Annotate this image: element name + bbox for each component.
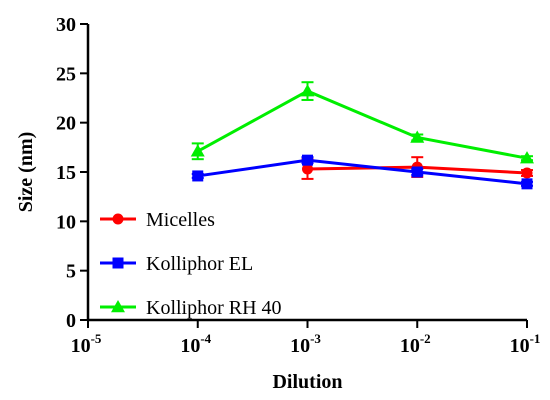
legend-marker xyxy=(111,300,125,313)
legend-marker xyxy=(112,213,124,225)
x-tick-base: 10 xyxy=(400,335,420,357)
x-tick-exponent: -3 xyxy=(310,331,321,346)
x-tick-label: 10-1 xyxy=(510,331,541,357)
y-tick-label: 20 xyxy=(56,113,76,135)
x-tick-base: 10 xyxy=(71,335,91,357)
series-kolliphor-el xyxy=(191,154,533,190)
x-tick-base: 10 xyxy=(290,335,310,357)
x-tick-exponent: -2 xyxy=(420,331,431,346)
x-tick-label: 10-5 xyxy=(71,331,102,357)
legend-label: Kolliphor EL xyxy=(146,253,253,275)
legend-marker xyxy=(112,257,124,269)
data-point xyxy=(410,130,425,143)
data-point xyxy=(520,151,534,164)
x-tick-label: 10-3 xyxy=(290,331,321,357)
x-axis-title: Dilution xyxy=(272,371,342,393)
data-point xyxy=(190,144,205,157)
series-kolliphor-rh-40 xyxy=(190,81,534,164)
series-line xyxy=(197,89,528,160)
y-tick-label: 15 xyxy=(56,162,76,184)
data-point xyxy=(302,154,313,166)
data-point xyxy=(411,166,423,178)
legend-item: Kolliphor RH 40 xyxy=(100,297,282,319)
series-line xyxy=(197,158,528,186)
data-point xyxy=(302,163,313,175)
x-tick-base: 10 xyxy=(180,335,200,357)
plot-area xyxy=(190,81,534,190)
legend-item: Micelles xyxy=(100,209,215,231)
data-point xyxy=(521,178,533,190)
legend-item: Kolliphor EL xyxy=(100,253,253,275)
y-tick-label: 10 xyxy=(56,211,76,233)
y-tick-label: 0 xyxy=(66,310,76,332)
x-tick-label: 10-2 xyxy=(400,331,431,357)
y-tick-label: 30 xyxy=(56,14,76,36)
x-tick-exponent: -1 xyxy=(530,331,541,346)
x-tick-exponent: -4 xyxy=(200,331,211,346)
y-tick-label: 25 xyxy=(56,63,76,85)
x-tick-label: 10-4 xyxy=(180,331,211,357)
legend-label: Kolliphor RH 40 xyxy=(146,297,282,319)
y-tick-label: 5 xyxy=(66,261,76,283)
data-point xyxy=(192,170,204,182)
legend: Micelles Kolliphor EL Kolliphor RH 40 xyxy=(100,209,282,319)
legend-label: Micelles xyxy=(146,209,215,231)
data-point xyxy=(521,167,533,179)
x-tick-base: 10 xyxy=(510,335,530,357)
x-tick-exponent: -5 xyxy=(91,331,102,346)
y-axis-title: Size (nm) xyxy=(15,132,37,213)
data-point xyxy=(300,84,315,97)
